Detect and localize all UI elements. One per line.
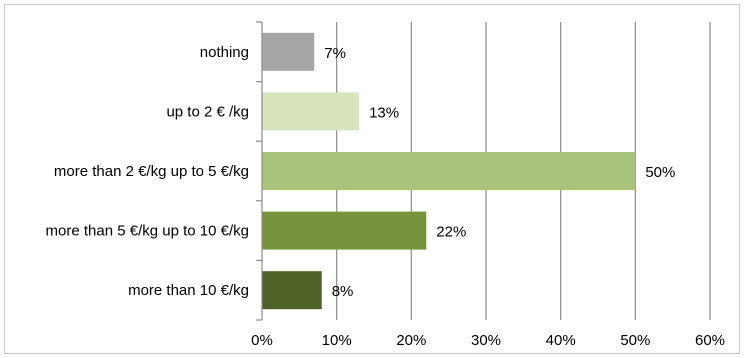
category-label-1: up to 2 € /kg xyxy=(166,103,249,120)
value-label-1: 13% xyxy=(369,104,399,121)
value-labels: 7% 13% 50% 22% 8% xyxy=(324,45,675,300)
value-label-2: 50% xyxy=(645,164,675,181)
category-label-4: more than 10 €/kg xyxy=(128,282,249,299)
category-labels: nothing up to 2 € /kg more than 2 €/kg up … xyxy=(46,44,249,299)
x-tick-label-20: 20% xyxy=(396,332,426,349)
category-label-2: more than 2 €/kg up to 5 €/kg xyxy=(54,163,249,180)
category-label-3: more than 5 €/kg up to 10 €/kg xyxy=(46,223,249,240)
x-tick-labels: 0% 10% 20% 30% 40% 50% 60% xyxy=(251,332,725,349)
bar-4 xyxy=(262,271,322,310)
x-tick-label-50: 50% xyxy=(620,332,650,349)
bars xyxy=(262,32,636,310)
bar-0 xyxy=(262,32,315,71)
bar-2 xyxy=(262,152,636,190)
x-tick-label-40: 40% xyxy=(546,332,576,349)
x-tick-label-30: 30% xyxy=(471,332,501,349)
value-label-3: 22% xyxy=(436,224,466,241)
value-label-4: 8% xyxy=(332,283,354,300)
x-tick-label-60: 60% xyxy=(695,332,725,349)
value-label-0: 7% xyxy=(324,45,346,62)
x-tick-label-0: 0% xyxy=(251,332,273,349)
bar-3 xyxy=(262,211,427,250)
bar-1 xyxy=(262,92,360,131)
x-tick-label-10: 10% xyxy=(322,332,352,349)
category-axis xyxy=(256,21,263,321)
category-label-0: nothing xyxy=(200,44,249,61)
